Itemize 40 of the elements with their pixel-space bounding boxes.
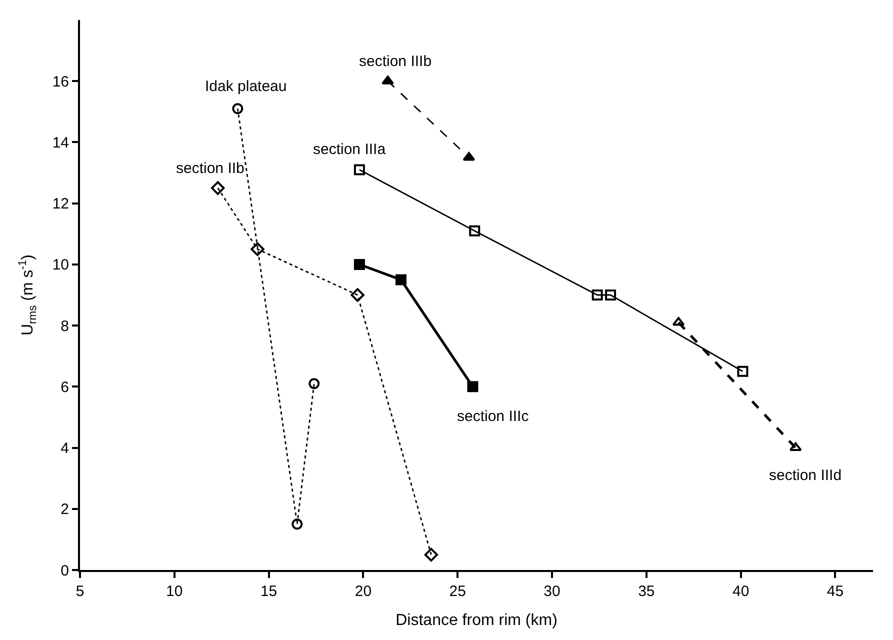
annotation: Idak plateau xyxy=(205,78,287,95)
y-tick-label: 12 xyxy=(52,196,69,213)
point xyxy=(467,381,478,392)
y-tick-label: 0 xyxy=(60,562,69,580)
annotation: section IIIb xyxy=(359,53,432,70)
x-tick-label: 30 xyxy=(544,583,560,600)
x-tick-label: 20 xyxy=(354,583,372,600)
y-tick-label: 16 xyxy=(52,73,69,90)
x-tick-label: 5 xyxy=(76,583,84,600)
point xyxy=(232,103,244,114)
point xyxy=(469,225,480,236)
point xyxy=(605,290,616,300)
annotation: section IIIa xyxy=(313,141,386,158)
x-axis-title: Distance from rim (km) xyxy=(396,612,558,630)
point xyxy=(354,258,365,270)
annotation: section IIId xyxy=(769,467,842,484)
point xyxy=(308,378,320,390)
x-tick-label: 35 xyxy=(638,583,655,600)
point xyxy=(395,274,406,286)
point xyxy=(354,164,365,176)
x-tick-label: 15 xyxy=(260,583,278,600)
point xyxy=(424,548,438,562)
y-tick-label: 14 xyxy=(52,134,69,152)
x-tick-label: 45 xyxy=(826,583,844,600)
point xyxy=(592,290,603,300)
point xyxy=(737,366,748,377)
x-tick-label: 25 xyxy=(449,583,466,600)
x-tick-label: 10 xyxy=(166,583,183,600)
y-tick-label: 2 xyxy=(60,501,69,518)
annotation: section IIb xyxy=(176,160,244,177)
y-tick-label: 4 xyxy=(60,440,69,458)
y-tick-label: 6 xyxy=(60,378,69,396)
x-tick-label: 40 xyxy=(732,583,750,600)
point xyxy=(292,518,303,530)
point xyxy=(350,288,364,302)
point xyxy=(250,242,264,256)
annotation: section IIIc xyxy=(457,408,530,425)
y-tick-label: 8 xyxy=(60,318,69,335)
point xyxy=(210,181,225,195)
y-tick-label: 10 xyxy=(52,256,69,274)
